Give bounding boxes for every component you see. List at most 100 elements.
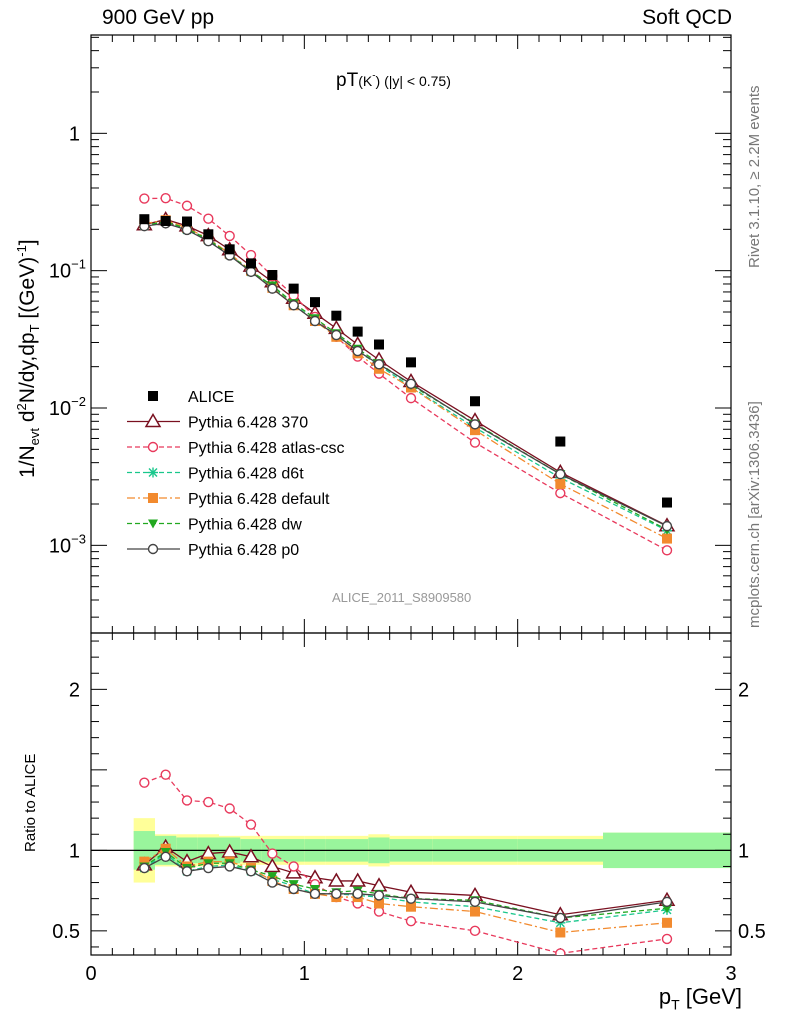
data-marker [288,283,299,294]
data-marker [139,862,150,874]
ratio-series-line [144,773,668,955]
rivet-version-label: Rivet 3.1.10, ≥ 2.2M events [746,85,763,269]
ratio-series-line [144,856,668,919]
data-marker [245,819,257,830]
series-line [144,222,668,527]
analysis-label: ALICE_2011_S8909580 [332,590,472,605]
series-line [144,219,668,540]
data-marker [373,359,385,370]
x-tick-label: 1 [299,963,310,985]
data-marker [160,215,171,226]
ratio-y-tick-label-right: 1 [738,840,749,862]
data-marker [246,258,256,269]
data-marker [203,796,214,808]
data-marker [264,857,281,873]
data-marker [555,468,566,480]
data-marker [555,478,566,489]
data-marker [331,329,342,341]
data-marker [405,378,417,390]
data-marker [148,519,158,529]
data-marker [245,866,257,877]
data-marker [661,933,673,945]
data-marker [373,890,385,901]
data-marker [662,533,672,544]
data-marker [139,777,150,788]
x-tick-label: 0 [85,963,96,985]
data-marker [160,769,171,780]
data-marker [139,193,150,204]
main-series-group [136,193,676,556]
data-marker [224,244,235,255]
ratio-y-axis-label: Ratio to ALICE [22,753,39,852]
y-axis-label: 1/Nevt d2N/dy,dpT [(GeV)-1] [14,239,42,478]
data-marker [181,795,193,806]
data-marker [242,848,260,863]
data-marker [349,872,366,887]
data-marker [147,441,159,453]
data-marker [662,497,672,508]
data-marker [245,266,257,278]
mcplots-credit-label: mcplots.cern.ch [arXiv:1306.3436] [746,401,763,628]
data-marker [160,193,171,204]
legend-label: ALICE [188,389,234,406]
ratio-panel: 0 1 2 30.5 0.51 12 2 [52,632,766,985]
data-marker [160,851,171,862]
data-marker [203,862,214,874]
data-marker [469,437,481,448]
data-marker [374,339,384,350]
data-marker [203,229,214,240]
data-marker [555,436,566,447]
data-marker [139,214,150,225]
ylabel-part: ] [16,239,39,246]
data-marker [662,917,672,928]
legend-label: Pythia 6.428 dw [188,517,302,534]
data-marker [470,906,480,917]
ratio-y-tick-label-right: 0.5 [738,921,766,943]
data-marker [288,883,299,895]
data-marker [331,888,342,900]
data-marker [352,888,363,900]
data-marker [267,269,278,280]
data-marker [139,856,150,867]
series-line [144,218,668,527]
legend: ALICE Pythia 6.428 370 Pythia 6.428 atlas-… [127,389,345,559]
ratio-y-tick-label: 0.5 [52,921,80,943]
data-marker [147,543,159,555]
y-tick-label: 1 [69,123,80,145]
ylabel-part: 2 [14,403,29,411]
x-axis-label: pT [GeV] [658,984,742,1013]
ratio-series-line [143,851,668,919]
data-marker [555,927,566,938]
legend-label: Pythia 6.428 default [188,491,330,508]
ylabel-part: d [16,410,39,428]
data-marker [470,425,480,436]
x-tick-label: 2 [512,963,523,985]
data-marker [374,898,384,909]
ylabel-part: evt [27,427,43,446]
data-marker [148,493,158,503]
title-sup: - [372,70,376,82]
ratio-series-group [136,769,676,955]
data-marker [309,888,321,900]
y-tick-label: 10−2 [49,394,86,420]
data-marker [352,326,363,337]
legend-label: Pythia 6.428 d6t [188,466,304,483]
ratio-y-tick-label: 1 [69,840,80,862]
data-marker [555,948,566,955]
title-particle: (K [358,73,373,89]
data-marker [224,230,235,242]
data-marker [267,848,278,859]
data-marker [470,396,480,407]
data-marker [181,224,193,236]
data-marker [288,861,299,872]
ylabel-part: -1 [14,245,29,257]
chart-title: pT(K-) (|y| < 0.75) [336,70,451,92]
data-marker [328,872,345,887]
data-marker [406,357,416,368]
ylabel-part: N/dy,dp [16,332,39,404]
ratio-y-tick-label: 2 [69,679,80,701]
data-marker [245,249,257,261]
data-marker [288,300,299,311]
title-main: pT [336,70,359,91]
